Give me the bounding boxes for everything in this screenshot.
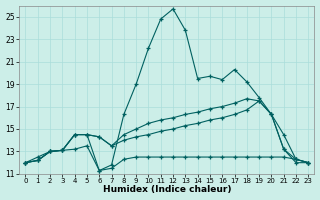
X-axis label: Humidex (Indice chaleur): Humidex (Indice chaleur) [103,185,231,194]
